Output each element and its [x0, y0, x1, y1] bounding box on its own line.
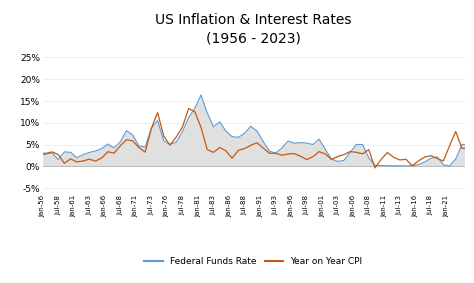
Year on Year CPI — [97, 157, 102, 161]
Year on Year CPI — [259, 145, 264, 148]
Federal Funds Rate — [88, 151, 94, 154]
Federal Funds Rate — [462, 143, 467, 146]
Federal Funds Rate — [294, 141, 300, 145]
Year on Year CPI — [294, 153, 300, 156]
Year on Year CPI — [363, 150, 368, 153]
Legend: Federal Funds Rate, Year on Year CPI: Federal Funds Rate, Year on Year CPI — [141, 254, 366, 270]
Line: Federal Funds Rate: Federal Funds Rate — [43, 95, 465, 166]
Line: Year on Year CPI: Year on Year CPI — [43, 108, 465, 168]
Year on Year CPI — [125, 138, 131, 142]
Year on Year CPI — [186, 107, 191, 110]
Title: US Inflation & Interest Rates
(1956 - 2023): US Inflation & Interest Rates (1956 - 20… — [155, 13, 352, 46]
Federal Funds Rate — [259, 137, 264, 141]
Federal Funds Rate — [125, 130, 131, 133]
Year on Year CPI — [40, 152, 46, 155]
Year on Year CPI — [372, 166, 378, 170]
Federal Funds Rate — [363, 149, 368, 153]
Federal Funds Rate — [447, 164, 452, 168]
Year on Year CPI — [462, 147, 467, 150]
Federal Funds Rate — [198, 93, 204, 97]
Federal Funds Rate — [97, 148, 102, 151]
Year on Year CPI — [88, 158, 94, 161]
Federal Funds Rate — [40, 153, 46, 156]
